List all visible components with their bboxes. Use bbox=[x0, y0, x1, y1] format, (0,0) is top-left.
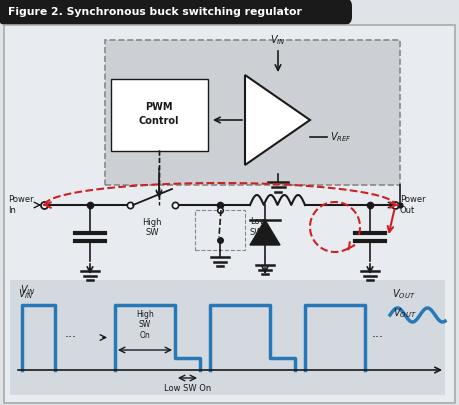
FancyBboxPatch shape bbox=[105, 40, 400, 185]
Polygon shape bbox=[250, 220, 280, 245]
Text: ···: ··· bbox=[65, 331, 77, 344]
Text: $V_{IN}$: $V_{IN}$ bbox=[270, 33, 286, 47]
Text: High
SW
On: High SW On bbox=[136, 310, 154, 340]
Text: $V_{REF}$: $V_{REF}$ bbox=[330, 130, 352, 144]
FancyBboxPatch shape bbox=[10, 280, 445, 395]
Text: Low
SW: Low SW bbox=[250, 217, 267, 237]
Polygon shape bbox=[245, 75, 310, 165]
Text: ···: ··· bbox=[372, 331, 384, 344]
Text: Low SW On: Low SW On bbox=[164, 384, 212, 393]
Text: $V_{OUT}$: $V_{OUT}$ bbox=[393, 306, 417, 320]
Text: Power
Out: Power Out bbox=[400, 195, 425, 215]
Text: Figure 2. Synchronous buck switching regulator: Figure 2. Synchronous buck switching reg… bbox=[8, 7, 302, 17]
FancyBboxPatch shape bbox=[4, 25, 455, 403]
Text: PWM
Control: PWM Control bbox=[139, 102, 179, 126]
Text: $V_{OUT}$: $V_{OUT}$ bbox=[392, 287, 415, 301]
Text: High
SW: High SW bbox=[142, 218, 162, 237]
Text: $V_{IN}$: $V_{IN}$ bbox=[20, 283, 35, 297]
Text: $V_{IN}$: $V_{IN}$ bbox=[18, 287, 34, 301]
FancyBboxPatch shape bbox=[0, 0, 352, 25]
Text: Power
In: Power In bbox=[8, 195, 34, 215]
FancyBboxPatch shape bbox=[111, 79, 208, 151]
